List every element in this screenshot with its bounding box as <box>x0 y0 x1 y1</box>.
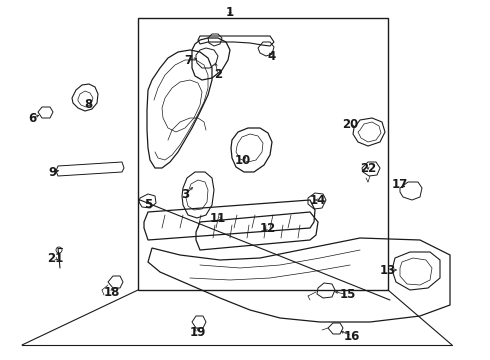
Text: 16: 16 <box>344 329 360 342</box>
Text: 1: 1 <box>226 5 234 18</box>
Text: 18: 18 <box>104 285 120 298</box>
Text: 7: 7 <box>184 54 192 67</box>
Text: 6: 6 <box>28 112 36 125</box>
Text: 17: 17 <box>392 179 408 192</box>
Text: 20: 20 <box>342 118 358 131</box>
Text: 5: 5 <box>144 198 152 211</box>
Text: 11: 11 <box>210 211 226 225</box>
Bar <box>138 18 388 290</box>
Text: 12: 12 <box>260 221 276 234</box>
Text: 9: 9 <box>48 166 56 179</box>
Text: 19: 19 <box>190 325 206 338</box>
Text: 4: 4 <box>268 50 276 63</box>
Text: 2: 2 <box>214 68 222 81</box>
Text: 15: 15 <box>340 288 356 302</box>
Text: 14: 14 <box>310 194 326 207</box>
Text: 21: 21 <box>47 252 63 265</box>
Text: 13: 13 <box>380 264 396 276</box>
Text: 8: 8 <box>84 99 92 112</box>
Text: 22: 22 <box>360 162 376 175</box>
Text: 10: 10 <box>235 153 251 166</box>
Text: 3: 3 <box>181 189 189 202</box>
